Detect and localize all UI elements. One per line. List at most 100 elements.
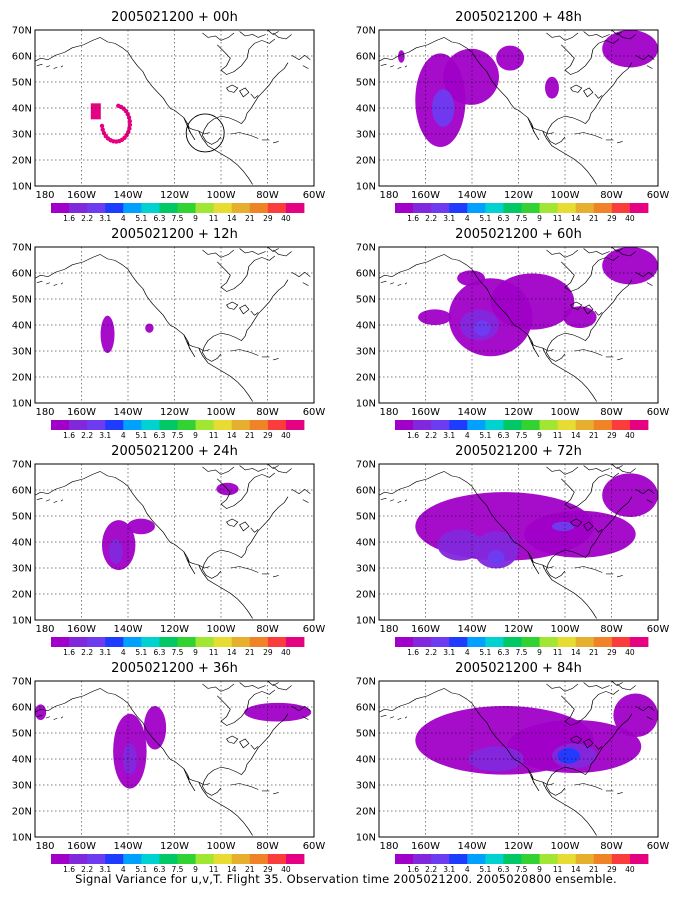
lat-tick-label: 40N	[356, 104, 376, 115]
map-frame	[378, 680, 659, 838]
colorbar-label: 21	[589, 214, 599, 223]
colorbar-swatch	[105, 854, 124, 864]
colorbar-label: 6.3	[153, 648, 165, 657]
colorbar-label: 7.5	[172, 214, 184, 223]
lat-tick-label: 60N	[12, 52, 32, 63]
colorbar-swatch	[195, 854, 215, 864]
map-frame	[34, 680, 315, 838]
colorbar-label: 40	[281, 865, 291, 874]
colorbar-label: 6.3	[497, 431, 509, 440]
lat-tick-label: 60N	[12, 269, 32, 280]
lon-tick-label: 120W	[160, 190, 189, 201]
flight-circle	[185, 113, 225, 153]
colorbar-swatch	[503, 420, 522, 430]
map-frame	[378, 246, 659, 404]
lat-tick-label: 30N	[12, 564, 32, 575]
colorbar-swatch	[467, 420, 486, 430]
lon-tick-label: 120W	[504, 624, 533, 635]
colorbar-swatch	[611, 203, 631, 213]
colorbar-swatch	[105, 203, 124, 213]
colorbar-swatch	[177, 854, 196, 864]
colorbar-swatch	[449, 203, 468, 213]
panel-title: 2005021200 + 12h	[111, 227, 238, 242]
colorbar-swatch	[213, 420, 233, 430]
colorbar-label: 3.1	[99, 865, 111, 874]
colorbar-swatch	[629, 854, 649, 864]
lat-tick-label: 30N	[356, 564, 376, 575]
lon-tick-label: 180	[35, 190, 54, 201]
colorbar-swatch	[141, 854, 160, 864]
variance-contour	[418, 309, 452, 326]
colorbar-swatch	[51, 854, 70, 864]
coastline	[35, 464, 311, 619]
colorbar-label: 9	[537, 431, 542, 440]
variance-contour	[397, 50, 405, 63]
colorbar-swatch	[503, 203, 522, 213]
observation-dot	[100, 127, 105, 132]
variance-contour	[487, 549, 505, 566]
colorbar-swatch	[485, 854, 504, 864]
colorbar-swatch	[267, 420, 287, 430]
colorbar-label: 5.1	[479, 865, 491, 874]
map-panel: 2005021200 + 84h 70N 60N 50N 40N 30N 20N 10N180…	[356, 661, 670, 874]
lon-tick-label: 60W	[647, 407, 670, 418]
lon-tick-label: 160W	[411, 624, 440, 635]
variance-contour	[35, 704, 47, 720]
colorbar-swatch	[87, 420, 106, 430]
colorbar-swatch	[539, 637, 559, 647]
lon-tick-label: 100W	[207, 190, 236, 201]
colorbar-label: 5.1	[135, 214, 147, 223]
observation-dot	[127, 118, 132, 124]
colorbar-label: 7.5	[172, 648, 184, 657]
colorbar-swatch	[611, 420, 631, 430]
colorbar-label: 21	[245, 431, 255, 440]
panel-title: 2005021200 + 48h	[455, 10, 582, 25]
colorbar-swatch	[485, 203, 504, 213]
colorbar-swatch	[213, 637, 233, 647]
colorbar-swatch	[69, 420, 88, 430]
lat-tick-label: 50N	[12, 512, 32, 523]
colorbar-label: 11	[209, 214, 219, 223]
variance-contour	[122, 743, 137, 775]
colorbar-label: 14	[227, 214, 237, 223]
panel-title: 2005021200 + 24h	[111, 444, 238, 459]
colorbar-swatch	[285, 203, 305, 213]
colorbar-swatch	[539, 420, 559, 430]
lat-tick-label: 50N	[12, 78, 32, 89]
lat-tick-label: 60N	[356, 52, 376, 63]
colorbar-swatch	[413, 420, 432, 430]
colorbar-label: 4	[121, 431, 126, 440]
lon-tick-label: 120W	[504, 407, 533, 418]
lon-tick-label: 80W	[600, 407, 623, 418]
colorbar-swatch	[123, 203, 142, 213]
map-panel: 2005021200 + 72h 70N 60N 50N 40N 30N 20N 10N180…	[356, 444, 670, 657]
lon-tick-label: 80W	[600, 841, 623, 852]
colorbar-swatch	[141, 203, 160, 213]
lon-tick-label: 160W	[67, 624, 96, 635]
colorbar-label: 3.1	[99, 431, 111, 440]
colorbar-label: 4	[465, 214, 470, 223]
colorbar-swatch	[141, 637, 160, 647]
colorbar-label: 1.6	[407, 865, 419, 874]
lon-tick-label: 100W	[551, 190, 580, 201]
map-panel: 2005021200 + 60h 70N 60N 50N 40N 30N 20N 10N180…	[356, 227, 670, 440]
map-frame	[378, 29, 659, 187]
colorbar-swatch	[503, 637, 522, 647]
lon-tick-label: 180	[379, 190, 398, 201]
colorbar-label: 7.5	[516, 648, 528, 657]
lat-tick-label: 20N	[356, 373, 376, 384]
colorbar-label: 9	[193, 648, 198, 657]
colorbar-swatch	[485, 637, 504, 647]
lat-tick-label: 30N	[12, 347, 32, 358]
map-panel: 2005021200 + 00h 70N 60N 50N 40N 30N 20N 10N180…	[12, 10, 326, 223]
panel-title: 2005021200 + 36h	[111, 661, 238, 676]
colorbar-label: 29	[263, 214, 273, 223]
lon-tick-label: 80W	[256, 407, 279, 418]
colorbar-label: 11	[553, 648, 563, 657]
colorbar-swatch	[413, 203, 432, 213]
variance-contour	[557, 748, 580, 764]
lat-tick-label: 50N	[356, 512, 376, 523]
colorbar-label: 6.3	[497, 648, 509, 657]
colorbar-label: 11	[553, 865, 563, 874]
colorbar-label: 7.5	[172, 431, 184, 440]
